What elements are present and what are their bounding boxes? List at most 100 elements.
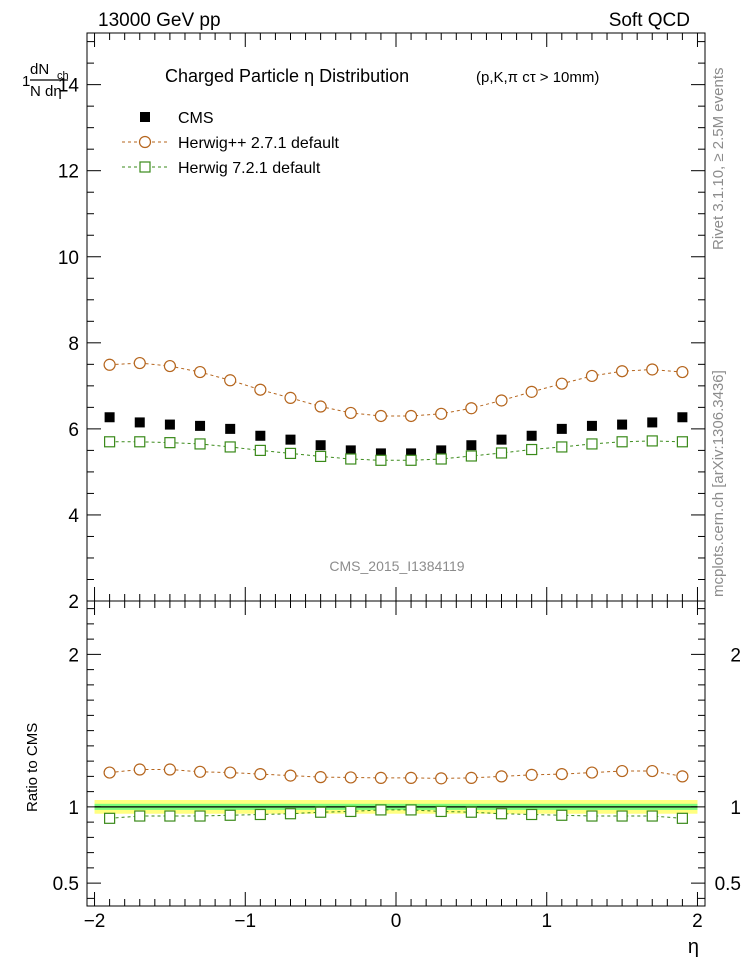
data-point <box>615 764 629 778</box>
main-y-tick-label: 12 <box>58 162 79 183</box>
data-point <box>255 430 266 441</box>
data-point <box>314 771 327 784</box>
data-point <box>556 809 568 821</box>
legend-label: CMS <box>178 110 214 127</box>
data-point <box>526 430 537 441</box>
data-point <box>164 437 176 449</box>
legend-label: Herwig 7.2.1 default <box>178 160 321 177</box>
legend-marker <box>138 135 152 149</box>
data-point <box>586 420 597 431</box>
main-y-tick-label: 14 <box>58 76 80 97</box>
ratio-y-tick-label: 1 <box>68 798 79 819</box>
data-point <box>315 440 326 451</box>
x-tick-label: −2 <box>84 911 106 932</box>
mcplots-label: mcplots.cern.ch [arXiv:1306.3436] <box>710 370 727 597</box>
legend: CMS Herwig++ 2.7.1 default Herwig 7.2.1 de… <box>122 110 340 177</box>
data-point <box>405 454 417 466</box>
main-y-tick-label: 4 <box>68 506 79 527</box>
data-point <box>556 441 568 453</box>
ratio-y-tick-label-right: 0.5 <box>715 874 741 895</box>
data-point <box>254 383 267 396</box>
data-point <box>103 358 116 371</box>
series-1 <box>104 804 688 824</box>
data-point <box>556 423 567 434</box>
ratio-y-tick-label-right: 1 <box>730 798 741 819</box>
data-point <box>435 772 448 785</box>
data-point <box>194 810 206 822</box>
data-point <box>375 804 387 816</box>
data-point <box>374 771 388 785</box>
data-point <box>465 450 477 462</box>
data-point <box>134 417 145 428</box>
data-point <box>406 448 417 459</box>
data-point <box>193 765 207 778</box>
data-point <box>134 436 146 448</box>
data-point <box>344 771 357 784</box>
ratio-series <box>103 763 689 824</box>
data-point <box>224 766 237 779</box>
legend-label: Herwig++ 2.7.1 default <box>178 135 340 152</box>
data-point <box>526 443 538 456</box>
y-label-den: N dη <box>30 83 62 100</box>
y-label-dn: dN <box>30 61 49 78</box>
data-point <box>436 445 447 456</box>
data-point <box>585 369 599 383</box>
header-left: 13000 GeV pp <box>98 10 221 31</box>
y-axis-label-main: 1 dN ch N dη <box>22 61 69 100</box>
data-point <box>435 453 447 465</box>
data-point <box>224 374 237 387</box>
data-point <box>586 438 598 450</box>
data-point <box>646 764 659 778</box>
ratio-band <box>94 800 698 814</box>
data-point <box>164 419 175 430</box>
chart-title: Charged Particle η Distribution <box>165 66 409 86</box>
data-point <box>435 407 448 420</box>
data-point <box>224 809 236 821</box>
data-point <box>465 402 478 415</box>
y-label-sub: ch <box>57 70 69 82</box>
ratio-frame <box>86 600 706 907</box>
header-right: Soft QCD <box>609 10 690 31</box>
data-point <box>616 810 628 822</box>
data-point <box>677 412 688 423</box>
data-point <box>345 445 356 456</box>
data-point <box>495 394 508 407</box>
data-point <box>284 447 297 460</box>
data-point <box>496 434 507 445</box>
x-tick-label: −1 <box>234 911 256 932</box>
data-point <box>525 385 538 398</box>
data-point <box>104 436 116 448</box>
series-0 <box>103 763 689 785</box>
legend-entry: CMS <box>140 110 214 127</box>
data-point <box>104 812 116 824</box>
main-y-tick-label: 2 <box>68 592 79 613</box>
ratio-y-tick-label: 2 <box>68 645 79 666</box>
data-point <box>404 409 418 423</box>
data-point <box>375 454 387 466</box>
ratio-y-tick-label: 0.5 <box>53 874 79 895</box>
legend-entry: Herwig 7.2.1 default <box>122 160 321 177</box>
data-point <box>163 763 177 776</box>
data-point <box>284 808 297 820</box>
watermark: CMS_2015_I1384119 <box>329 558 464 574</box>
ratio-y-tick-label-right: 2 <box>730 645 741 666</box>
series-0 <box>104 412 688 459</box>
legend-marker <box>140 112 150 122</box>
data-point <box>194 438 206 450</box>
main-y-tick-label: 6 <box>68 420 79 441</box>
data-point <box>345 453 357 465</box>
data-point <box>225 423 236 434</box>
data-point <box>284 391 297 404</box>
data-point <box>315 450 327 463</box>
main-series <box>103 356 689 466</box>
data-point <box>133 356 146 370</box>
data-point <box>193 365 207 379</box>
data-point <box>555 767 568 781</box>
main-y-tick-label: 8 <box>68 334 79 355</box>
data-point <box>466 440 477 451</box>
data-point <box>465 806 477 818</box>
data-point <box>676 365 689 379</box>
data-point <box>526 808 538 821</box>
data-point <box>374 409 388 423</box>
